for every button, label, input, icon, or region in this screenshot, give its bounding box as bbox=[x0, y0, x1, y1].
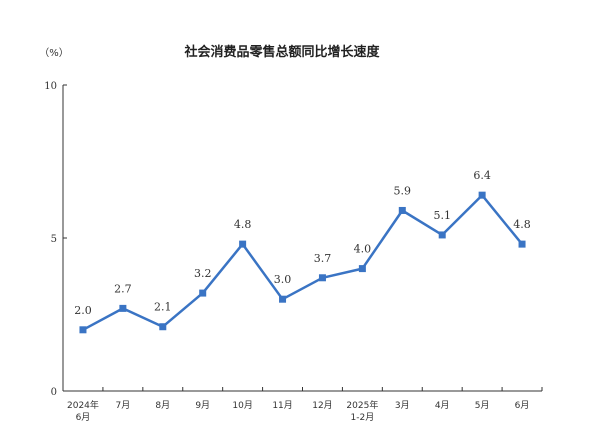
data-point bbox=[518, 240, 526, 248]
data-label: 2.1 bbox=[154, 301, 172, 314]
y-tick-label: 5 bbox=[51, 234, 57, 245]
x-tick-label: 10月 bbox=[232, 400, 252, 411]
y-unit-label: （%） bbox=[39, 47, 69, 59]
data-label: 4.0 bbox=[354, 243, 372, 256]
axes bbox=[62, 85, 542, 392]
data-point bbox=[79, 326, 87, 334]
data-point bbox=[398, 206, 406, 214]
data-point bbox=[279, 295, 287, 303]
data-label: 2.7 bbox=[114, 282, 132, 295]
x-axis-ticks: 2024年 6月 7月 8月 9月 10月 11月 12月 2025年 1-2月 3月 4月 5月 6月 bbox=[62, 387, 543, 423]
data-point bbox=[358, 265, 366, 273]
x-tick-label: 12月 bbox=[312, 400, 332, 411]
data-label: 3.7 bbox=[314, 252, 332, 265]
x-tick-label: 2024年 6月 bbox=[67, 399, 99, 423]
data-labels: 2.0 2.7 2.1 3.2 4.8 3.0 3.7 4.0 5.9 5.1 6.4 4.8 bbox=[74, 169, 531, 317]
data-point bbox=[159, 323, 167, 331]
data-label: 3.2 bbox=[194, 267, 212, 280]
x-tick-label: 9月 bbox=[195, 400, 210, 411]
y-axis-ticks: 0 5 10 bbox=[44, 81, 67, 398]
x-tick-label: 3月 bbox=[395, 400, 410, 411]
x-tick-label: 4月 bbox=[435, 400, 450, 411]
data-label: 4.8 bbox=[513, 218, 531, 231]
data-label: 5.9 bbox=[394, 184, 412, 197]
series-line bbox=[82, 193, 523, 331]
data-label: 3.0 bbox=[274, 273, 292, 286]
data-point bbox=[199, 289, 207, 297]
y-tick-label: 0 bbox=[51, 387, 57, 398]
data-point bbox=[239, 240, 247, 248]
x-tick-label: 11月 bbox=[272, 400, 292, 411]
data-label: 6.4 bbox=[473, 169, 491, 182]
x-tick-label: 6月 bbox=[515, 400, 530, 411]
data-label: 2.0 bbox=[74, 304, 92, 317]
x-tick-label: 5月 bbox=[475, 400, 490, 411]
series-line-group bbox=[79, 191, 526, 334]
data-point bbox=[119, 304, 127, 312]
data-point bbox=[438, 231, 446, 239]
data-label: 5.1 bbox=[433, 209, 451, 222]
x-tick-label: 2025年 1-2月 bbox=[346, 399, 378, 423]
data-label: 4.8 bbox=[234, 218, 252, 231]
x-tick-label: 7月 bbox=[116, 400, 131, 411]
data-point bbox=[478, 191, 486, 199]
x-tick-label: 8月 bbox=[155, 400, 170, 411]
y-tick-label: 10 bbox=[44, 81, 57, 92]
chart-title: 社会消费品零售总额同比增长速度 bbox=[183, 44, 380, 60]
data-point bbox=[318, 274, 326, 282]
